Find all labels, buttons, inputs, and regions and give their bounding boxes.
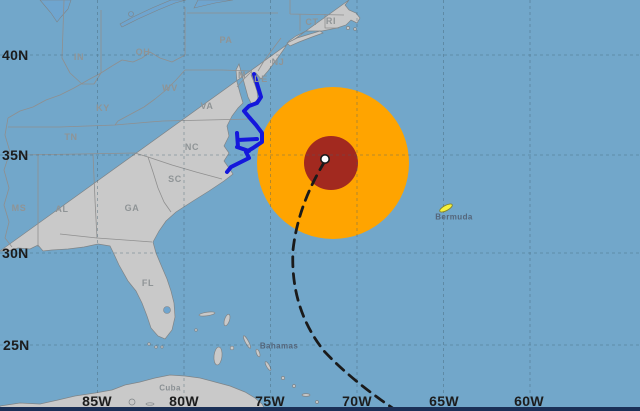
tropical-storm-warning-line <box>225 72 264 174</box>
place-label-bahamas: Bahamas <box>259 341 299 351</box>
state-label-ms: MS <box>11 203 27 213</box>
state-label-ga: GA <box>124 203 140 213</box>
lake-erie <box>119 0 187 28</box>
longitude-label-80w: 80W <box>169 393 199 409</box>
lake-st-clair <box>128 11 134 17</box>
cuba-island <box>0 374 267 411</box>
longitude-label-75w: 75W <box>255 393 285 409</box>
latitude-label-35n: 35N <box>2 147 29 163</box>
state-label-ct: CT <box>305 17 319 27</box>
bottom-border-bar <box>0 407 640 411</box>
state-label-tn: TN <box>64 132 78 142</box>
state-label-va: VA <box>200 101 214 111</box>
bermuda-island <box>439 203 453 213</box>
state-label-sc: SC <box>168 174 182 184</box>
state-label-nc: NC <box>184 142 200 152</box>
storm-center-marker <box>319 154 330 165</box>
longitude-label-85w: 85W <box>82 393 112 409</box>
latitude-label-30n: 30N <box>2 245 29 261</box>
state-label-nj: NJ <box>271 57 285 67</box>
state-label-ky: KY <box>96 103 110 113</box>
cay-island <box>145 402 155 406</box>
state-label-md: M <box>237 70 247 80</box>
state-label-in: IN <box>73 52 85 62</box>
latitude-label-25n: 25N <box>3 337 30 353</box>
long-island <box>286 30 324 47</box>
marthas-vineyard-island <box>346 26 350 30</box>
state-label-wv: WV <box>162 83 178 93</box>
longitude-label-65w: 65W <box>429 393 459 409</box>
warning-line-sound-segments <box>235 131 259 153</box>
lake-michigan <box>39 0 72 23</box>
state-label-al: AL <box>55 204 69 214</box>
nantucket-island <box>353 27 357 31</box>
state-borders <box>3 0 345 248</box>
state-label-de: DE <box>254 74 268 84</box>
state-label-pa: PA <box>219 35 233 45</box>
latitude-label-40n: 40N <box>2 47 29 63</box>
state-label-oh: OH <box>135 47 151 57</box>
florida-keys <box>147 342 164 349</box>
place-label-bermuda: Bermuda <box>435 212 473 222</box>
storm-track-dashed-line <box>291 159 399 411</box>
isle-of-youth-island <box>128 398 136 406</box>
state-label-ri: RI <box>325 16 337 26</box>
place-label-cuba: Cuba <box>159 383 181 393</box>
state-label-fl: FL <box>141 278 155 288</box>
longitude-label-70w: 70W <box>342 393 372 409</box>
longitude-label-60w: 60W <box>514 393 544 409</box>
lake-okeechobee <box>163 306 171 314</box>
lake-ontario <box>193 0 234 9</box>
